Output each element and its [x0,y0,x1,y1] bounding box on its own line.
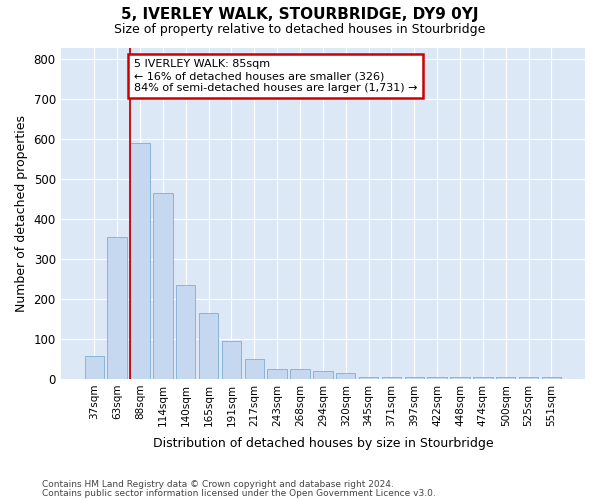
Bar [153,193,173,379]
Bar [473,377,493,379]
Y-axis label: Number of detached properties: Number of detached properties [15,114,28,312]
Bar [542,377,561,379]
Bar [221,341,241,379]
Bar [107,237,127,379]
Bar [336,373,355,379]
Bar [496,377,515,379]
Bar [176,285,196,379]
Bar [519,377,538,379]
Bar [404,377,424,379]
Bar [313,371,332,379]
Text: Contains public sector information licensed under the Open Government Licence v3: Contains public sector information licen… [42,488,436,498]
Bar [199,313,218,379]
Bar [359,377,378,379]
Bar [245,359,264,379]
X-axis label: Distribution of detached houses by size in Stourbridge: Distribution of detached houses by size … [152,437,493,450]
Bar [85,356,104,379]
Text: 5 IVERLEY WALK: 85sqm
← 16% of detached houses are smaller (326)
84% of semi-det: 5 IVERLEY WALK: 85sqm ← 16% of detached … [134,60,417,92]
Bar [268,369,287,379]
Text: Size of property relative to detached houses in Stourbridge: Size of property relative to detached ho… [115,22,485,36]
Bar [290,369,310,379]
Bar [450,377,470,379]
Text: Contains HM Land Registry data © Crown copyright and database right 2024.: Contains HM Land Registry data © Crown c… [42,480,394,489]
Text: 5, IVERLEY WALK, STOURBRIDGE, DY9 0YJ: 5, IVERLEY WALK, STOURBRIDGE, DY9 0YJ [121,8,479,22]
Bar [382,377,401,379]
Bar [130,144,149,379]
Bar [427,377,447,379]
